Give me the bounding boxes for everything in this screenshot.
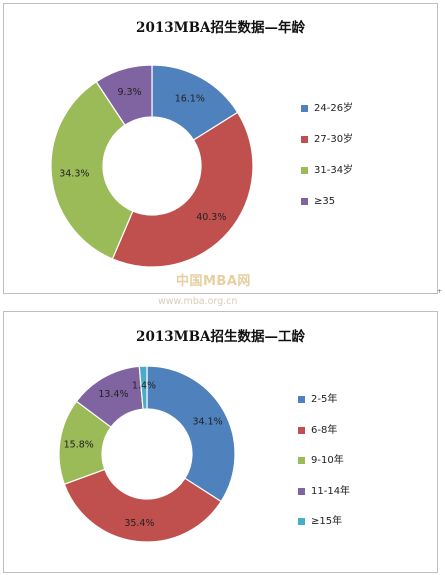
legend-label: ≥35	[314, 196, 336, 207]
slice-data-label: 9.3%	[117, 87, 141, 98]
chart-title: 2013MBA招生数据—年龄	[136, 20, 305, 36]
legend-swatch	[298, 426, 305, 434]
age-chart-panel: 2013MBA招生数据—年龄 16.1% 40.3% 34.3% 9.3% 24-26…	[3, 3, 438, 294]
legend-swatch	[301, 105, 308, 112]
slice-data-label: 35.4%	[124, 518, 154, 529]
legend-label: 24-26岁	[314, 103, 354, 114]
slice-data-label: 34.1%	[192, 416, 222, 427]
legend-swatch	[298, 457, 305, 464]
watermark-url: www.mba.org.cn	[158, 296, 238, 307]
legend-swatch	[298, 487, 305, 495]
legend-label: 6-8年	[311, 424, 338, 436]
donut-slice	[146, 365, 236, 503]
legend-label: 31-34岁	[314, 165, 354, 176]
legend-swatch	[298, 518, 305, 525]
legend-swatch	[301, 136, 308, 143]
legend-label: ≥15年	[311, 516, 343, 527]
legend-swatch	[301, 198, 308, 205]
slice-data-label: 40.3%	[196, 212, 226, 223]
legend-label: 9-10年	[311, 455, 344, 466]
chart-title: 2013MBA招生数据—工龄	[136, 329, 305, 345]
legend-label: 11-14年	[311, 485, 351, 497]
slice-data-label: 16.1%	[175, 93, 205, 104]
donut-chart-work-years: 34.1% 35.4% 15.8% 13.4% 1.4%	[58, 365, 236, 543]
watermark-logo: 中国MBA网	[176, 274, 251, 289]
legend-swatch	[298, 396, 305, 403]
corner-mark: +	[437, 288, 443, 295]
donut-chart-age: 16.1% 40.3% 34.3% 9.3%	[50, 64, 254, 268]
slice-data-label: 13.4%	[98, 389, 128, 400]
donut-slice	[111, 111, 254, 268]
slice-data-label: 1.4%	[132, 381, 156, 392]
slice-data-label: 34.3%	[59, 169, 89, 180]
donut-slice	[63, 468, 222, 543]
work-years-chart-panel: 2013MBA招生数据—工龄 34.1% 35.4% 15.8% 13.4% 1.4% …	[3, 311, 438, 573]
legend-swatch	[301, 167, 308, 174]
donut-slice	[50, 80, 134, 260]
donut-slice	[95, 64, 153, 126]
slice-data-label: 15.8%	[64, 439, 94, 450]
legend-label: 27-30岁	[314, 134, 354, 145]
legend-label: 2-5年	[311, 394, 338, 405]
donut-slice	[138, 365, 148, 410]
